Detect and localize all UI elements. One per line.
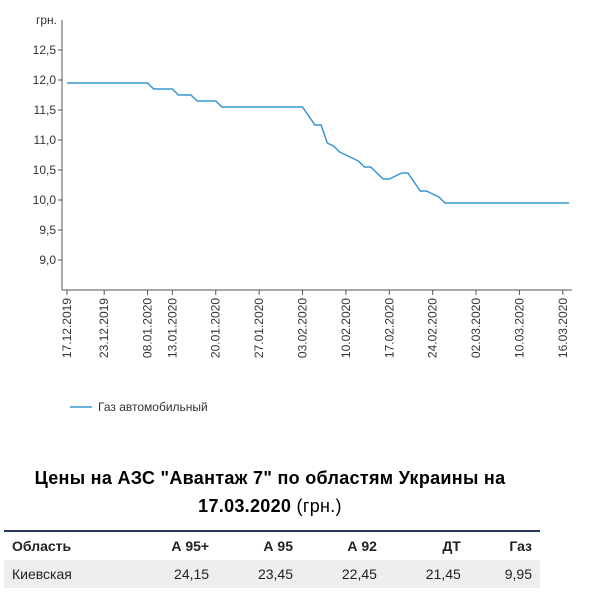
x-tick-label: 24.02.2020: [426, 298, 440, 358]
x-tick-label: 27.01.2020: [252, 298, 266, 358]
header-cell: Газ: [509, 538, 532, 554]
table-cell: 21,45: [384, 560, 469, 588]
header-cell: А 92: [347, 538, 377, 554]
header-cell: А 95+: [171, 538, 210, 554]
header-cell: ДТ: [442, 538, 461, 554]
x-tick-label: 20.01.2020: [209, 298, 223, 358]
x-tick-label: 08.01.2020: [141, 298, 155, 358]
table-cell: 9,95: [468, 560, 540, 588]
table-body: Киевская 24,15 23,45 22,45 21,45 9,95: [4, 560, 540, 588]
x-tick-label: 02.03.2020: [469, 298, 483, 358]
y-tick-label: 9,0: [39, 253, 56, 267]
x-tick-label: 16.03.2020: [556, 298, 570, 358]
title-unit: (грн.): [296, 496, 342, 516]
y-tick-label: 10,0: [33, 193, 57, 207]
x-tick-label: 10.02.2020: [339, 298, 353, 358]
table-cell: 22,45: [301, 560, 385, 588]
legend-label: Газ автомобильный: [98, 400, 208, 414]
table-title: Цены на АЗС "Авантаж 7" по областям Укра…: [0, 464, 540, 520]
header-row: Область А 95+ А 95 А 92 ДТ Газ: [4, 531, 540, 560]
table-cell: 24,15: [128, 560, 218, 588]
y-tick-label: 12,0: [33, 73, 57, 87]
table-cell: Киевская: [4, 560, 129, 588]
x-tick-label: 13.01.2020: [165, 298, 179, 358]
header-cell: А 95: [263, 538, 293, 554]
table-cell: 23,45: [217, 560, 301, 588]
x-tick-label: 03.02.2020: [296, 298, 310, 358]
y-unit-label: грн.: [36, 13, 57, 27]
y-tick-label: 11,5: [34, 103, 57, 117]
x-tick-label: 23.12.2019: [97, 298, 111, 358]
chart: грн. 9,0 9,5 10,0 10,5 11,0 11,5 12,0 12,5 17.12…: [33, 13, 572, 414]
y-tick-label: 11,0: [34, 133, 57, 147]
y-tick-label: 12,5: [33, 43, 57, 57]
x-tick-label: 17.02.2020: [382, 298, 396, 358]
y-tick-label: 10,5: [33, 163, 57, 177]
series-line: [67, 82, 569, 204]
price-table: Область А 95+ А 95 А 92 ДТ Газ Киевская 24,15 23…: [4, 530, 540, 588]
header-cell: Область: [12, 538, 72, 554]
title-text: Цены на АЗС "Авантаж 7" по областям Укра…: [34, 468, 506, 516]
x-tick-label: 10.03.2020: [512, 298, 526, 358]
x-tick-label: 17.12.2019: [60, 298, 74, 358]
y-tick-label: 9,5: [39, 223, 56, 237]
table-row: Киевская 24,15 23,45 22,45 21,45 9,95: [4, 560, 540, 588]
